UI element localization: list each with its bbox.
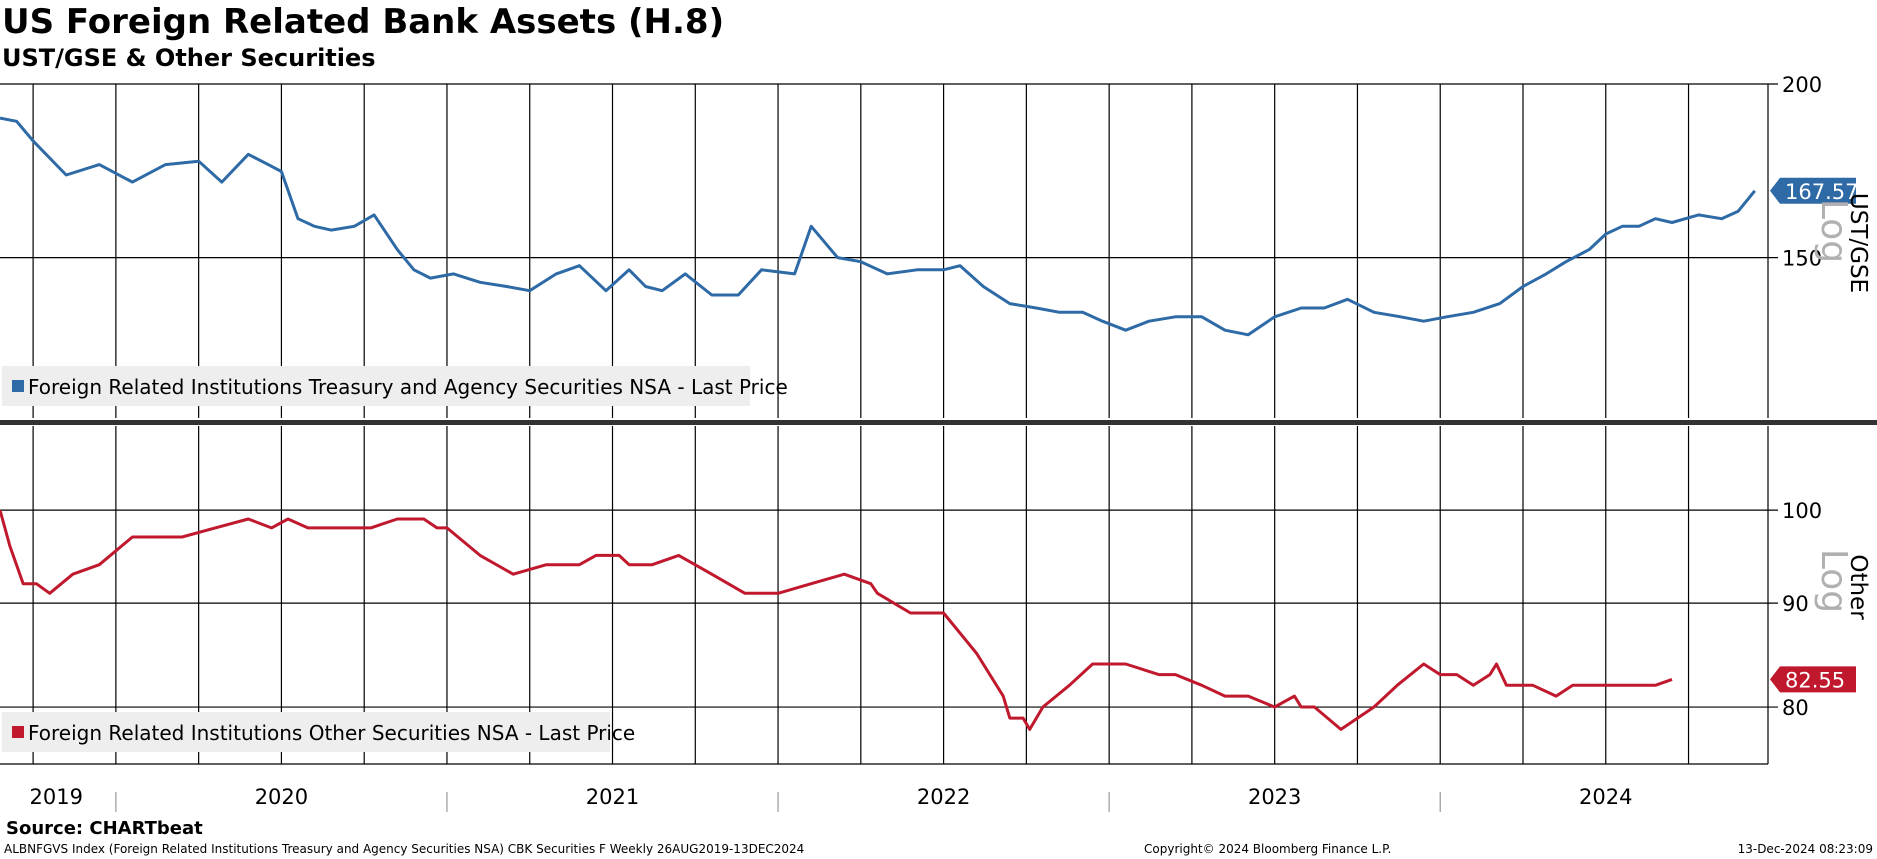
top-series-line [0,116,1756,337]
x-axis-labels: 2019 2020 2021 2022 2023 2024 [30,785,1632,812]
bottom-legend-box [2,712,610,752]
top-last-value-label: 167.57 [1785,180,1858,204]
ticker-description: ALBNFGVS Index (Foreign Related Institut… [4,842,805,856]
x-tick-label: 2019 [30,785,83,809]
x-tick-label: 2023 [1248,785,1301,809]
bottom-axis-title: Other [1845,554,1871,620]
panel-separator [0,420,1877,425]
bottom-legend-label: Foreign Related Institutions Other Secur… [28,721,635,745]
top-y-tick-label: 200 [1782,73,1822,97]
x-tick-label: 2020 [255,785,308,809]
bottom-series-line [0,509,1673,731]
bottom-last-value-label: 82.55 [1785,668,1845,692]
x-tick-label: 2024 [1579,785,1632,809]
source-label: Source: CHARTbeat [6,818,203,839]
bottom-y-tick-label: 90 [1782,592,1809,616]
top-legend-label: Foreign Related Institutions Treasury an… [28,375,788,399]
bottom-last-value-badge [1770,666,1856,693]
copyright: Copyright© 2024 Bloomberg Finance L.P. [1144,842,1392,856]
top-last-value-badge [1770,177,1856,204]
bottom-y-tick-label: 100 [1782,499,1822,523]
timestamp: 13-Dec-2024 08:23:09 [1737,842,1873,856]
top-y-tick-label: 150 [1782,247,1822,271]
bottom-legend-swatch [12,726,24,738]
top-legend-swatch [12,380,24,392]
top-axis-title: UST/GSE [1845,193,1871,293]
bottom-scale-label: Log [1813,549,1854,613]
top-scale-label: Log [1813,199,1854,263]
chart-title: US Foreign Related Bank Assets (H.8) [2,2,725,42]
top-legend-box [2,366,750,406]
chart-subtitle: UST/GSE & Other Securities [2,44,376,72]
x-tick-label: 2022 [917,785,970,809]
x-tick-label: 2021 [586,785,639,809]
bottom-y-tick-label: 80 [1782,696,1809,720]
